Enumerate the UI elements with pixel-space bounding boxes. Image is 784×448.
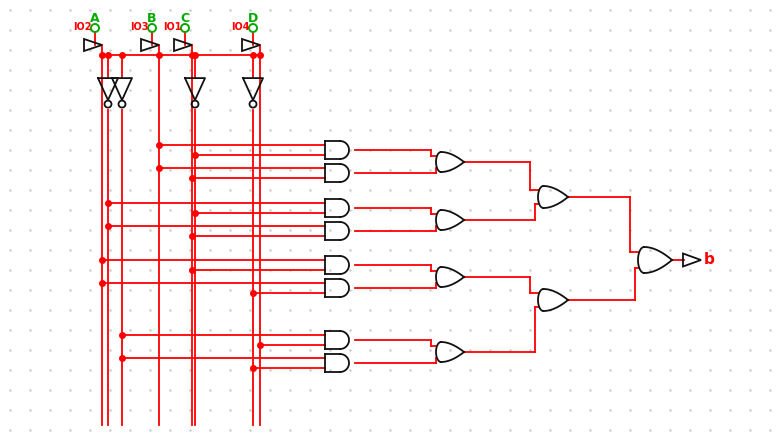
Text: D: D [248,12,258,25]
Text: A: A [90,12,100,25]
Text: B: B [147,12,157,25]
Text: IO4: IO4 [231,22,250,32]
Text: b: b [704,252,715,267]
Text: IO1: IO1 [164,22,182,32]
Text: C: C [180,12,190,25]
Text: IO2: IO2 [74,22,92,32]
Text: IO3: IO3 [130,22,149,32]
